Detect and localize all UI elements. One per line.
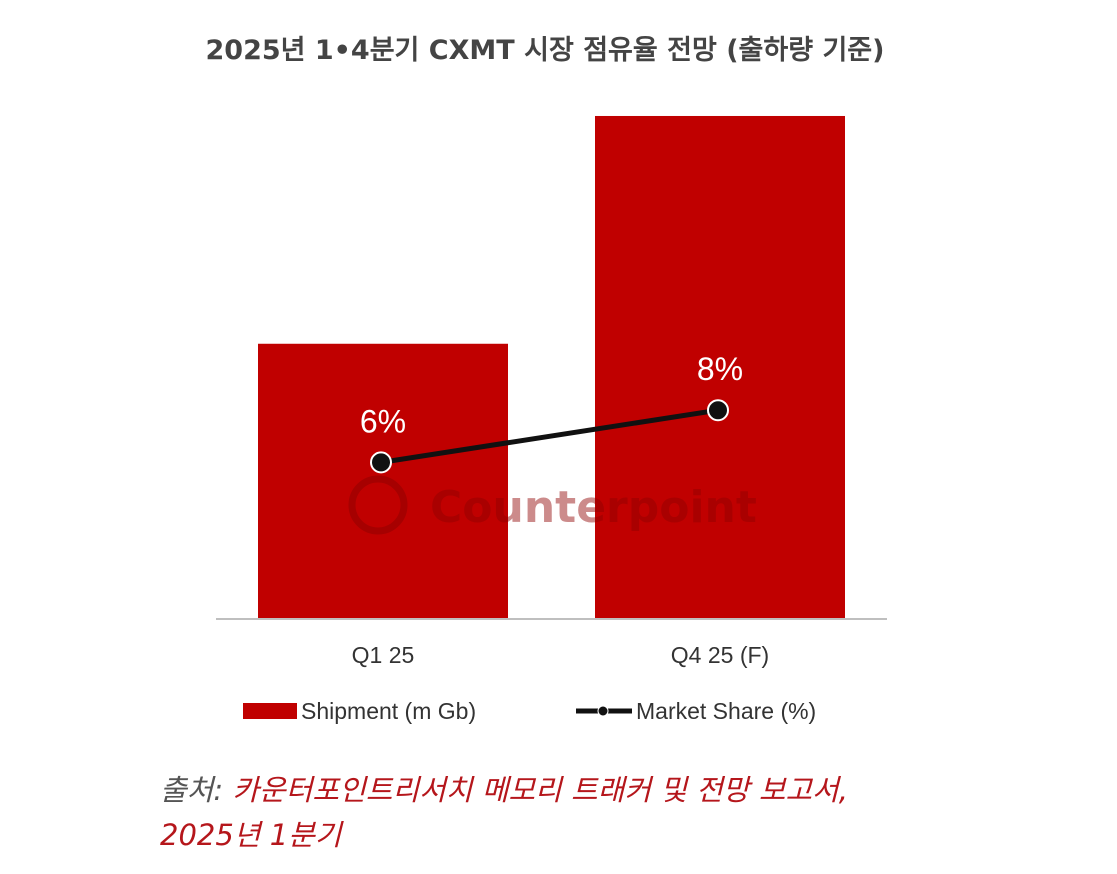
watermark-text: Counterpoint <box>430 482 757 533</box>
source-text: 카운터포인트리서치 메모리 트래커 및 전망 보고서, <box>232 773 848 807</box>
watermark-logo-icon <box>348 475 408 535</box>
chart-title: 2025년 1•4분기 CXMT 시장 점유율 전망 (출하량 기준) <box>205 35 885 66</box>
market-share-point-1 <box>707 399 729 422</box>
legend-swatch-market-share-marker <box>597 705 609 717</box>
source-date: 2025년 1분기 <box>160 817 342 852</box>
market-share-point-0 <box>370 451 392 474</box>
market-share-label-0: 6% <box>360 403 406 439</box>
source-label: 출처: <box>160 773 224 807</box>
market-share-line <box>380 407 719 465</box>
market-share-label-1: 8% <box>697 351 743 387</box>
legend-label-shipment: Shipment (m Gb) <box>301 698 476 724</box>
x-tick-label-0: Q1 25 <box>352 642 415 668</box>
legend-label-market-share: Market Share (%) <box>636 698 816 724</box>
source-note: 출처: 카운터포인트리서치 메모리 트래커 및 전망 보고서, 2025년 1분… <box>160 768 1060 858</box>
legend-swatch-shipment <box>243 703 297 719</box>
bar-1 <box>595 115 845 620</box>
x-tick-label-1: Q4 25 (F) <box>671 642 769 668</box>
